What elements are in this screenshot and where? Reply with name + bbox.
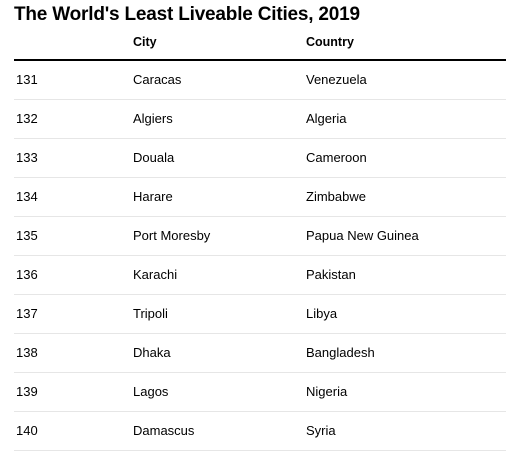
country-cell: Pakistan [306,267,356,282]
country-cell: Syria [306,423,336,438]
chart-title: The World's Least Liveable Cities, 2019 [14,4,360,25]
table-row: 136 Karachi Pakistan [14,256,506,295]
table-row: 133 Douala Cameroon [14,139,506,178]
country-cell: Cameroon [306,150,367,165]
table-row: 139 Lagos Nigeria [14,373,506,412]
city-cell: Algiers [133,111,173,126]
liveability-table: City Country 131 Caracas Venezuela 132 Algie… [14,28,506,451]
rank-cell: 135 [16,228,38,243]
country-cell: Algeria [306,111,347,126]
table-body: 131 Caracas Venezuela 132 Algiers Algeria 133 D… [14,61,506,451]
city-cell: Port Moresby [133,228,211,243]
country-cell: Nigeria [306,384,348,399]
table-row: 131 Caracas Venezuela [14,61,506,100]
table-row: 140 Damascus Syria [14,412,506,451]
city-cell: Damascus [133,423,195,438]
rank-cell: 131 [16,72,38,87]
country-cell: Bangladesh [306,345,375,360]
city-cell: Dhaka [133,345,171,360]
city-cell: Caracas [133,72,182,87]
country-cell: Libya [306,306,338,321]
country-cell: Zimbabwe [306,189,366,204]
country-cell: Venezuela [306,72,367,87]
city-cell: Douala [133,150,175,165]
rank-cell: 133 [16,150,38,165]
rank-cell: 136 [16,267,38,282]
rank-cell: 137 [16,306,38,321]
table-row: 135 Port Moresby Papua New Guinea [14,217,506,256]
city-cell: Lagos [133,384,169,399]
table-row: 137 Tripoli Libya [14,295,506,334]
rank-cell: 140 [16,423,38,438]
table-row: 134 Harare Zimbabwe [14,178,506,217]
rank-cell: 138 [16,345,38,360]
rank-cell: 132 [16,111,38,126]
city-cell: Tripoli [133,306,168,321]
city-cell: Karachi [133,267,178,282]
country-cell: Papua New Guinea [306,228,419,243]
rank-cell: 134 [16,189,38,204]
table-row: 132 Algiers Algeria [14,100,506,139]
table-row: 138 Dhaka Bangladesh [14,334,506,373]
header-city: City [133,35,157,49]
table-header: City Country [14,28,506,61]
rank-cell: 139 [16,384,38,399]
city-cell: Harare [133,189,173,204]
header-country: Country [306,35,354,49]
